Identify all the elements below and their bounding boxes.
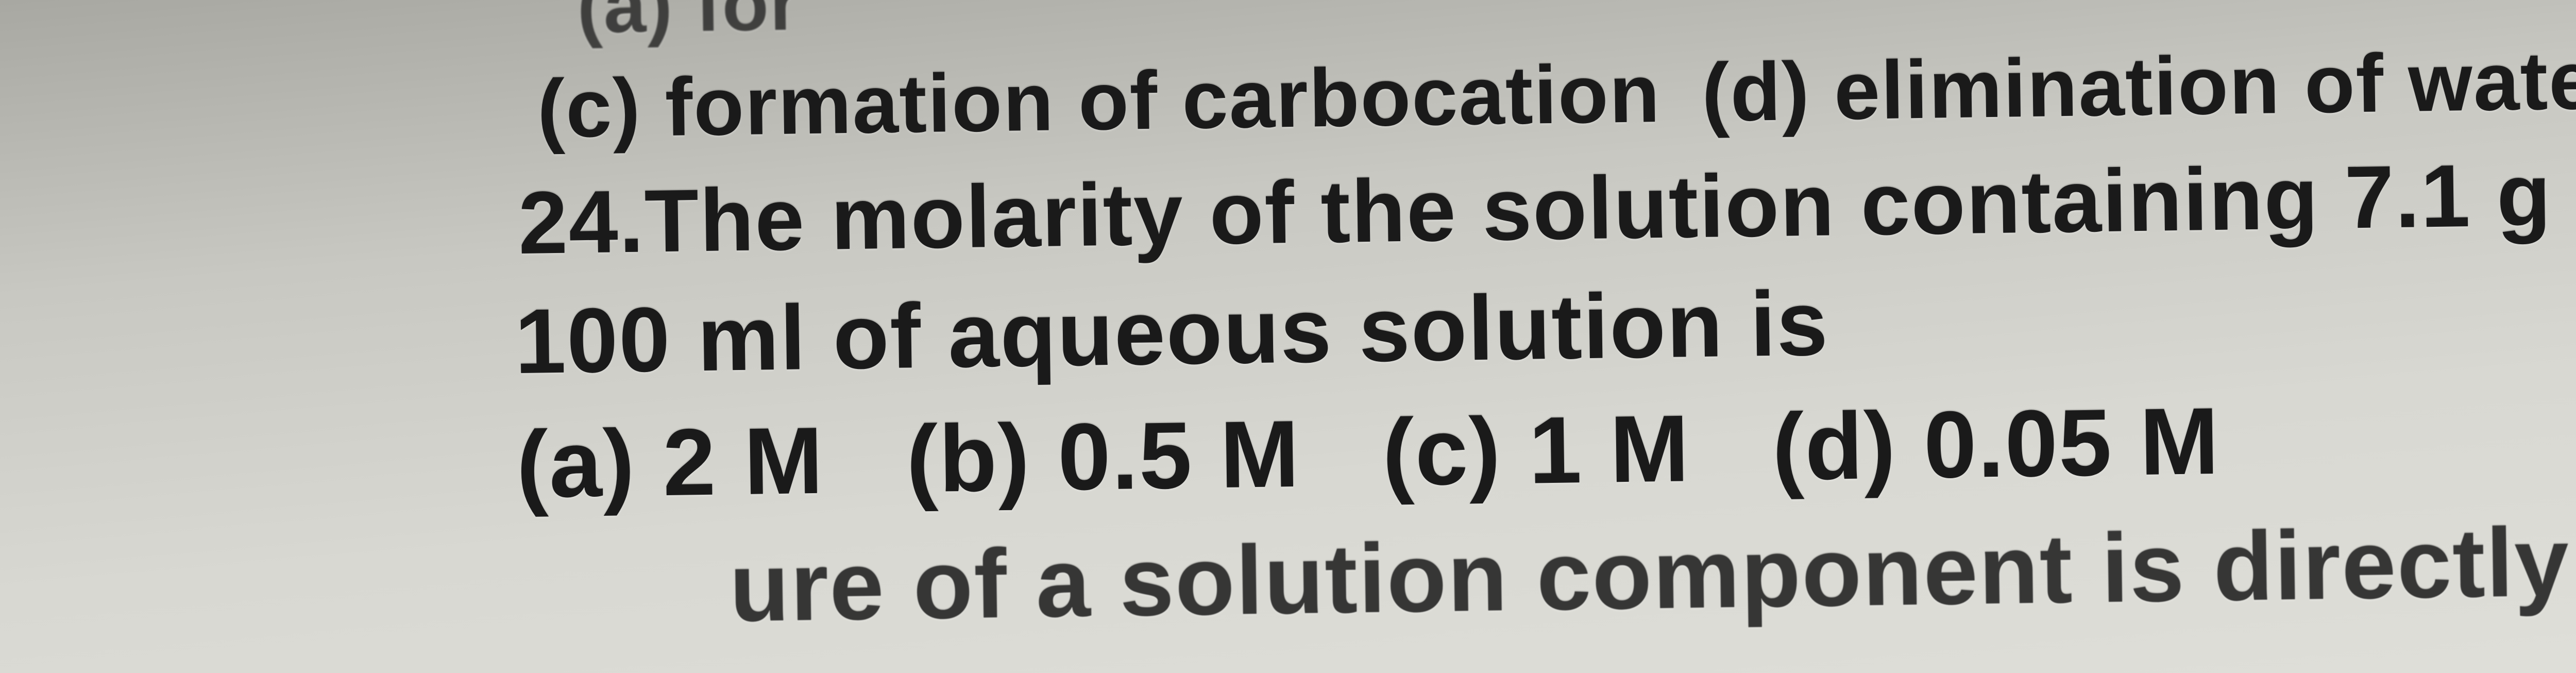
- q24-option-d: (d) 0.05 M: [1772, 388, 2221, 500]
- option-a-partial: (a) for: [577, 0, 801, 49]
- option-d-text: (d) elimination of water: [1701, 33, 2576, 139]
- scanned-page: (a) for (c) formation of carbocation (d) …: [515, 0, 2576, 647]
- q24-option-a: (a) 2 M: [516, 407, 825, 517]
- partial-line-bottom: ure of a solution component is directly: [728, 493, 2576, 644]
- option-c-text: (c) formation of carbocation: [537, 47, 1662, 155]
- question-24-text-1: 24.The molarity of the solution containi…: [518, 137, 2576, 273]
- question-24-options: (a) 2 M (b) 0.5 M (c) 1 M (d) 0.05 M: [516, 368, 2576, 519]
- partial-bottom-text: ure of a solution component is directly: [728, 507, 2570, 642]
- q24-option-c: (c) 1 M: [1382, 395, 1691, 505]
- q24-option-b: (b) 0.5 M: [906, 400, 1301, 512]
- question-24-text-2: 100 ml of aqueous solution is: [514, 272, 1829, 393]
